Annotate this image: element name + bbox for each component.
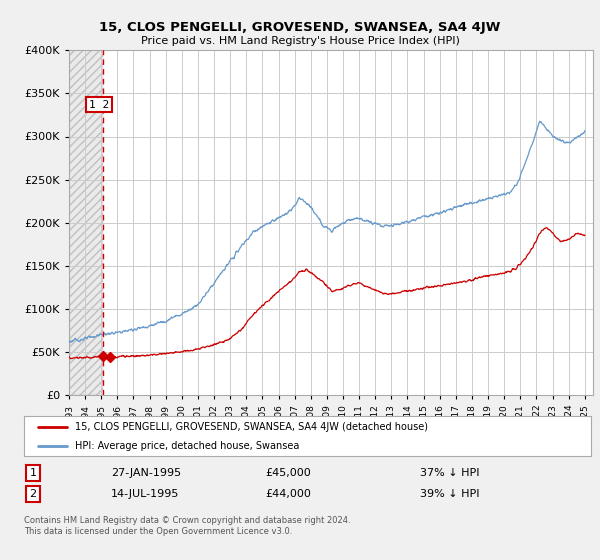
Text: HPI: Average price, detached house, Swansea: HPI: Average price, detached house, Swan… [75, 441, 299, 451]
Text: Contains HM Land Registry data © Crown copyright and database right 2024.: Contains HM Land Registry data © Crown c… [24, 516, 350, 525]
Text: £44,000: £44,000 [265, 489, 311, 499]
Text: 15, CLOS PENGELLI, GROVESEND, SWANSEA, SA4 4JW (detached house): 15, CLOS PENGELLI, GROVESEND, SWANSEA, S… [75, 422, 428, 432]
Text: 15, CLOS PENGELLI, GROVESEND, SWANSEA, SA4 4JW: 15, CLOS PENGELLI, GROVESEND, SWANSEA, S… [100, 21, 500, 34]
Text: £45,000: £45,000 [265, 468, 311, 478]
Text: 2: 2 [29, 489, 37, 499]
Text: 1 2: 1 2 [89, 100, 109, 110]
Text: 27-JAN-1995: 27-JAN-1995 [111, 468, 181, 478]
Text: 39% ↓ HPI: 39% ↓ HPI [420, 489, 479, 499]
Text: This data is licensed under the Open Government Licence v3.0.: This data is licensed under the Open Gov… [24, 528, 292, 536]
Text: 37% ↓ HPI: 37% ↓ HPI [420, 468, 479, 478]
Text: 1: 1 [29, 468, 37, 478]
Text: Price paid vs. HM Land Registry's House Price Index (HPI): Price paid vs. HM Land Registry's House … [140, 36, 460, 46]
Text: 14-JUL-1995: 14-JUL-1995 [111, 489, 179, 499]
Bar [69, 50, 103, 395]
